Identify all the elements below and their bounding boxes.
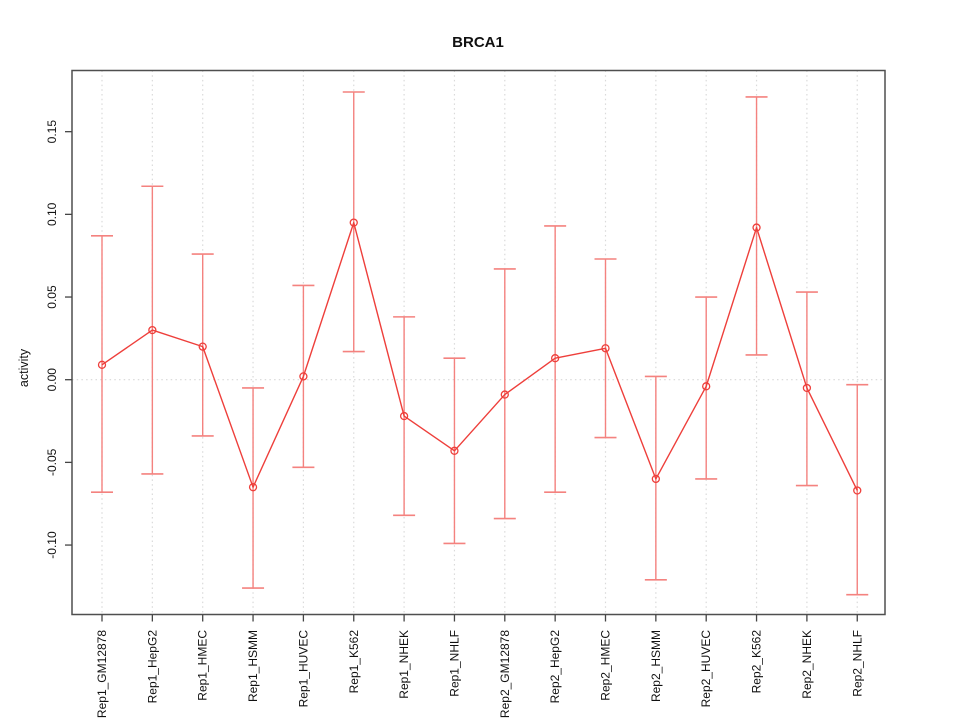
- data-point: [802, 383, 812, 393]
- y-tick-label: 0.15: [45, 120, 59, 144]
- plot-border: [71, 69, 886, 616]
- x-tick-label: Rep1_K562: [347, 630, 361, 694]
- x-tick-label: Rep2_NHLF: [850, 630, 864, 697]
- x-tick-label: Rep2_HepG2: [548, 630, 562, 704]
- chart-plot-area: [91, 91, 869, 596]
- x-tick-label: Rep1_NHEK: [397, 630, 411, 699]
- data-point: [148, 325, 157, 335]
- x-tick-label: Rep2_NHEK: [800, 630, 814, 699]
- data-point: [500, 390, 509, 399]
- x-tick-label: Rep1_GM12878: [95, 630, 109, 718]
- axis-layer: -0.10 -0.05 0.00 0.05 0.10 0.15 Rep1_GM12878 Re…: [45, 69, 886, 718]
- data-point: [601, 344, 610, 353]
- series-line: [101, 221, 858, 491]
- y-tick-label: -0.05: [45, 448, 59, 476]
- grid-layer: [72, 70, 885, 615]
- data-point: [198, 342, 207, 351]
- x-tick-label: Rep2_HMEC: [599, 630, 613, 701]
- x-tick-label: Rep1_HUVEC: [296, 630, 310, 708]
- data-point: [299, 372, 308, 381]
- x-tick-label: Rep1_NHLF: [447, 630, 461, 697]
- x-tick-label: Rep2_HUVEC: [699, 630, 713, 708]
- y-tick-label: 0.05: [45, 285, 59, 309]
- data-point: [248, 483, 258, 492]
- y-tick-label: -0.10: [45, 531, 59, 559]
- data-point: [97, 360, 107, 369]
- x-tick-label: Rep1_HepG2: [145, 630, 159, 704]
- y-tick-label: 0.00: [45, 368, 59, 392]
- data-point: [853, 486, 862, 495]
- x-tick-label: Rep2_K562: [750, 630, 764, 694]
- data-point: [551, 354, 560, 363]
- x-tick-label: Rep1_HMEC: [196, 630, 210, 701]
- x-tick-label: Rep2_GM12878: [498, 630, 512, 718]
- data-point: [399, 411, 409, 421]
- data-point: [651, 474, 660, 484]
- data-point: [450, 446, 459, 455]
- y-tick-label: 0.10: [45, 202, 59, 226]
- x-tick-label: Rep1_HSMM: [246, 630, 260, 702]
- data-point: [702, 382, 711, 391]
- chart-title: BRCA1: [452, 34, 504, 51]
- data-point: [752, 223, 761, 232]
- y-axis-label: activity: [17, 348, 31, 387]
- x-tick-label: Rep2_HSMM: [649, 630, 663, 702]
- data-point: [349, 218, 358, 227]
